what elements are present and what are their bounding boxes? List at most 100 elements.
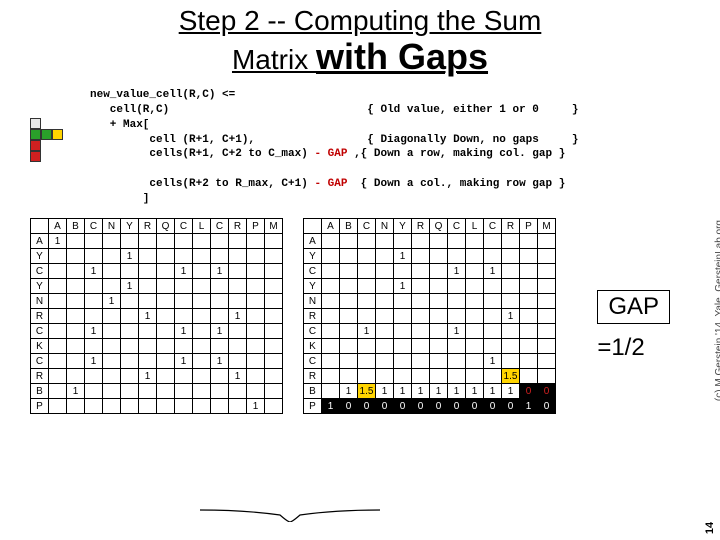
matrix-cell [175,234,193,249]
matrix-cell [466,339,484,354]
matrix-cell [49,309,67,324]
matrix-cell [193,279,211,294]
col-header: Y [394,219,412,234]
matrix-cell [139,279,157,294]
matrix-cell [412,339,430,354]
matrix-cell [103,354,121,369]
matrix-cell: 0 [520,384,538,399]
matrix-cell: 1.5 [358,384,376,399]
matrix-cell [520,264,538,279]
matrix-cell [193,354,211,369]
matrix-left: ABCNYRQCLCRPMA1Y1C111Y1N1R11C111KC111R11… [30,218,283,414]
matrix-cell [538,279,556,294]
matrix-cell [520,369,538,384]
matrix-cell: 1 [502,309,520,324]
row-header: R [31,309,49,324]
matrix-cell [520,279,538,294]
matrix-cell [484,234,502,249]
matrix-cell [157,309,175,324]
matrix-cell [229,384,247,399]
matrix-cell [502,279,520,294]
col-header: C [448,219,466,234]
matrix-cell [193,324,211,339]
shape-legend [30,118,63,162]
matrix-cell [340,324,358,339]
matrix-cell [85,399,103,414]
matrix-cell [157,279,175,294]
col-header: C [358,219,376,234]
matrix-cell [67,369,85,384]
matrix-cell [247,324,265,339]
matrix-cell [85,339,103,354]
matrix-cell: 1 [412,384,430,399]
matrix-cell [520,234,538,249]
matrix-cell [139,324,157,339]
matrix-cell [394,354,412,369]
matrix-cell: 0 [358,399,376,414]
row-header: C [31,264,49,279]
matrix-cell [466,354,484,369]
matrix-cell [322,309,340,324]
matrix-cell [340,264,358,279]
col-header: R [229,219,247,234]
matrix-cell [139,234,157,249]
matrix-cell [520,249,538,264]
matrix-cell: 0 [340,399,358,414]
matrix-cell [520,324,538,339]
matrix-cell: 0 [376,399,394,414]
matrix-cell [211,309,229,324]
matrix-cell [139,399,157,414]
matrix-cell [394,294,412,309]
matrix-cell [448,369,466,384]
matrix-cell [430,324,448,339]
matrix-cell [193,339,211,354]
matrix-cell: 1 [394,384,412,399]
matrix-cell [538,339,556,354]
matrix-cell [175,309,193,324]
matrix-cell [430,264,448,279]
matrix-cell [49,369,67,384]
matrix-cell: 1 [394,279,412,294]
matrix-cell [466,324,484,339]
matrix-cell [229,234,247,249]
row-header: N [31,294,49,309]
matrix-cell [520,354,538,369]
matrix-cell [376,309,394,324]
col-header: A [49,219,67,234]
matrix-cell [466,249,484,264]
matrix-cell [67,354,85,369]
matrix-cell [358,309,376,324]
matrix-cell [103,369,121,384]
matrix-cell: 1 [484,264,502,279]
matrix-cell [103,234,121,249]
matrix-cell [121,354,139,369]
matrix-cell: 0 [538,384,556,399]
matrix-cell: 1 [520,399,538,414]
matrix-cell [340,309,358,324]
matrix-cell: 1 [229,309,247,324]
matrix-cell [211,249,229,264]
matrix-cell: 1 [484,384,502,399]
col-header: N [103,219,121,234]
matrix-cell [121,369,139,384]
matrix-cell [229,264,247,279]
matrix-cell [193,384,211,399]
matrix-cell [211,384,229,399]
row-header: R [31,369,49,384]
matrix-cell [265,264,283,279]
pseudocode-block: new_value_cell(R,C) <= cell(R,C) { Old v… [90,88,650,207]
matrix-cell [157,354,175,369]
matrix-cell [376,369,394,384]
matrix-right: ABCNYRQCLCRPMAY1C11Y1NR1C11KC1R1.5B11.51… [303,218,556,414]
matrix-cell [430,234,448,249]
matrix-cell [121,339,139,354]
row-header: A [304,234,322,249]
matrix-cell [466,369,484,384]
matrix-cell [247,234,265,249]
matrix-cell [502,234,520,249]
matrix-cell: 1 [322,399,340,414]
matrix-cell: 1 [502,384,520,399]
matrix-cell [394,309,412,324]
matrix-cell [538,294,556,309]
matrix-cell [157,324,175,339]
